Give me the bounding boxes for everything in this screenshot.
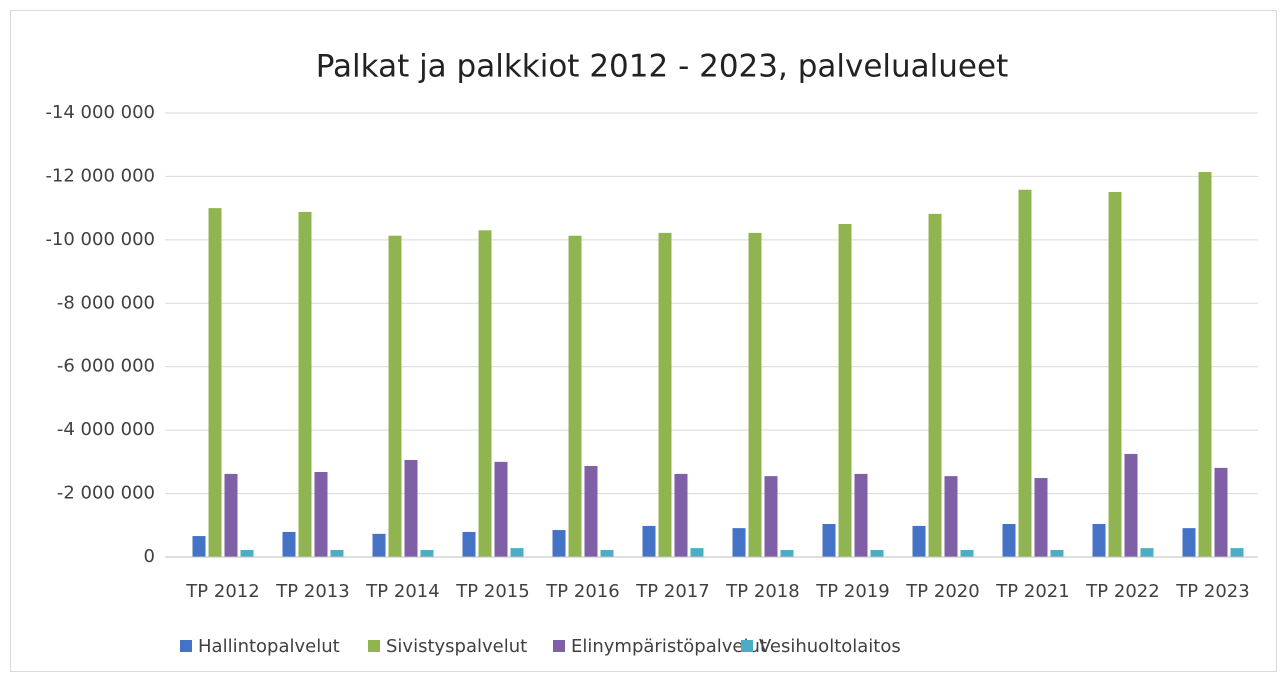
x-tick-label: TP 2020 [905,581,979,602]
bar [298,211,312,557]
bar [494,461,508,557]
y-tick-label: -6 000 000 [57,356,155,377]
bar [1092,524,1106,557]
x-tick-label: TP 2013 [275,581,349,602]
bar [1140,548,1154,557]
y-tick-label: -14 000 000 [45,102,155,123]
bar [944,476,958,557]
chart-frame [10,10,1277,672]
bar [404,459,418,557]
bar [420,550,434,557]
bar [1124,453,1138,557]
legend-label: Sivistyspalvelut [386,636,527,657]
bar [510,548,524,557]
bar [282,531,296,557]
bar [658,232,672,557]
bar [1108,191,1122,557]
x-tick-label: TP 2014 [365,581,439,602]
x-tick-label: TP 2016 [545,581,619,602]
bar [690,548,704,557]
bar [1182,528,1196,557]
legend-swatch [180,640,192,652]
bar [1230,548,1244,557]
legend-swatch [553,640,565,652]
bar [928,213,942,557]
x-tick-label: TP 2021 [995,581,1069,602]
y-tick-label: -10 000 000 [45,229,155,250]
bar [764,476,778,557]
bar [780,550,794,557]
bar [838,224,852,557]
bar [372,533,386,557]
bar [642,525,656,557]
bar [1002,524,1016,557]
bar [1034,478,1048,557]
legend-label: Elinympäristöpalvelut [571,636,767,657]
bar [314,472,328,557]
bar [1018,189,1032,557]
x-tick-label: TP 2023 [1175,581,1249,602]
bar [584,465,598,557]
x-tick-label: TP 2015 [455,581,529,602]
legend-label: Vesihuoltolaitos [759,636,901,657]
bar [822,524,836,557]
bar [208,208,222,557]
bar [462,531,476,557]
chart-title: Palkat ja palkkiot 2012 - 2023, palvelua… [316,49,1008,85]
bar [748,232,762,557]
bar [192,536,206,557]
bar [224,473,238,557]
bar [854,473,868,557]
bar [912,525,926,557]
bar [478,230,492,558]
bar [870,550,884,557]
bar [1214,467,1228,557]
bar [552,530,566,557]
y-tick-label: -12 000 000 [45,165,155,186]
bar [388,235,402,557]
bar [1198,171,1212,557]
x-tick-label: TP 2022 [1085,581,1159,602]
bar [330,550,344,557]
x-tick-label: TP 2019 [815,581,889,602]
y-tick-label: -2 000 000 [57,483,155,504]
legend-swatch [741,640,753,652]
bar [960,550,974,557]
legend-label: Hallintopalvelut [198,636,340,657]
y-tick-label: 0 [144,546,155,567]
x-tick-label: TP 2012 [185,581,259,602]
bar [674,473,688,557]
bar [732,528,746,557]
x-tick-label: TP 2018 [725,581,799,602]
bar [568,235,582,557]
y-tick-label: -4 000 000 [57,419,155,440]
x-tick-label: TP 2017 [635,581,709,602]
bar [1050,550,1064,557]
y-tick-label: -8 000 000 [57,292,155,313]
bar [600,550,614,557]
bar [240,550,254,557]
legend-swatch [368,640,380,652]
